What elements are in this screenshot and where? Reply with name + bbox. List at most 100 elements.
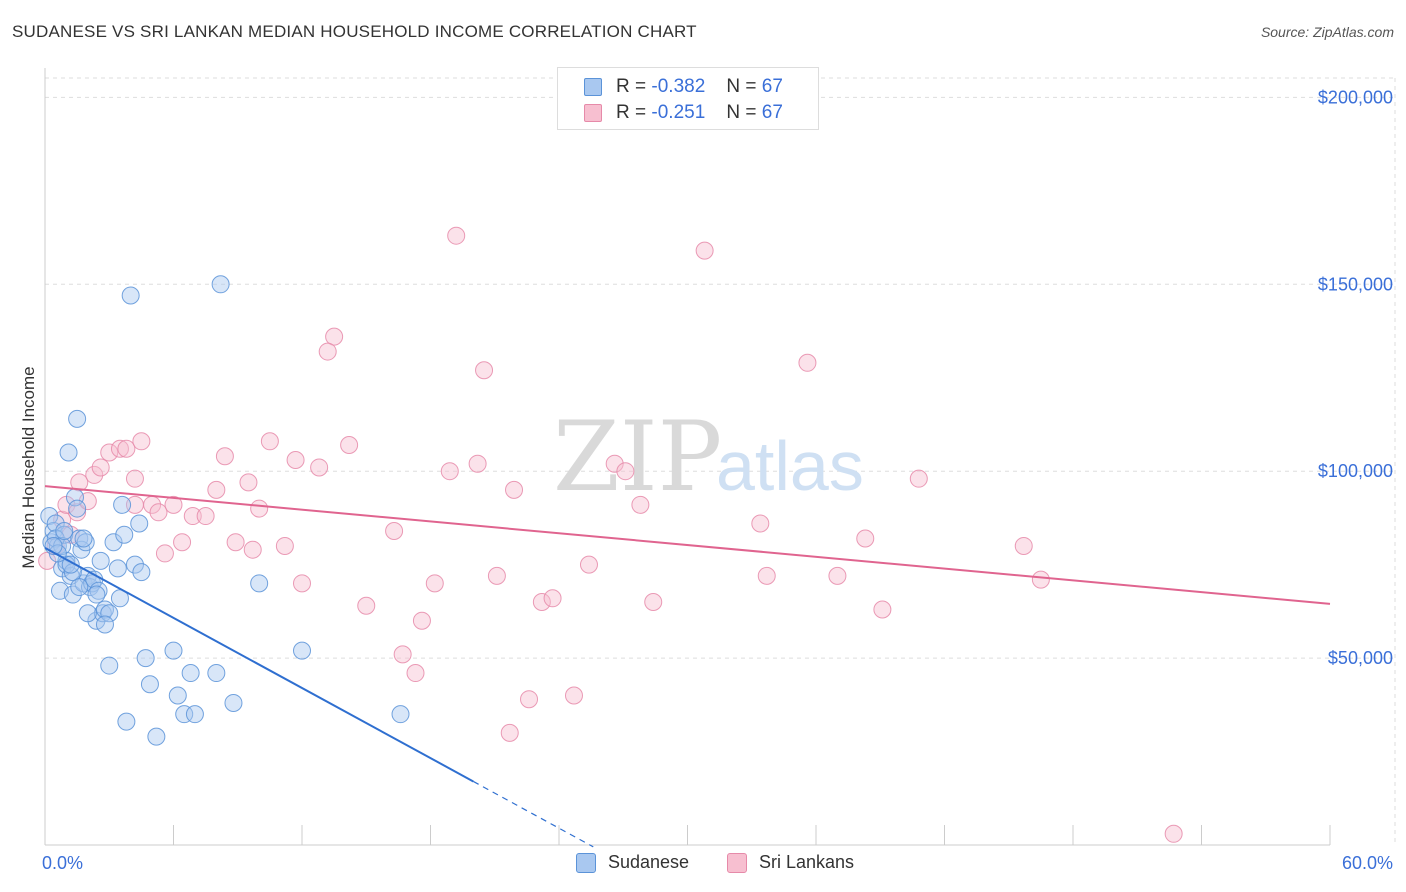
legend-label-srilankans: Sri Lankans: [759, 852, 855, 872]
srilankan-point: [318, 342, 337, 361]
srilankan-point: [543, 589, 562, 608]
srilankan-point: [85, 465, 104, 484]
srilankan-point: [385, 522, 404, 540]
sudanese-point: [293, 641, 311, 660]
source-label: Source: ZipAtlas.com: [1260, 24, 1394, 40]
srilankan-point: [68, 503, 87, 522]
sudanese-point: [115, 525, 134, 544]
sudanese-point: [211, 275, 230, 294]
srilankan-point: [695, 241, 714, 260]
srilankan-point: [500, 723, 519, 742]
sudanese-point: [87, 585, 106, 604]
axes: Median Household Income: [19, 68, 1331, 846]
srilankan-point: [286, 450, 305, 469]
sudanese-point: [117, 712, 136, 731]
srilankan-point: [164, 495, 183, 514]
y-tick-label: $100,000: [1318, 461, 1393, 481]
srilankan-point: [149, 503, 168, 522]
sudanese-point: [68, 499, 87, 518]
srilankan-point: [70, 473, 89, 492]
srilankan-point: [468, 454, 487, 473]
srilankan-point: [340, 436, 359, 455]
legend-label-sudanese: Sudanese: [608, 852, 690, 872]
srilankan-point: [564, 686, 583, 705]
srilankan-point: [873, 600, 892, 619]
srilankan-point: [243, 540, 262, 559]
sudanese-point: [391, 705, 410, 724]
srilankan-point: [757, 566, 776, 585]
srilankan-point: [155, 544, 174, 563]
sudanese-point: [121, 286, 140, 305]
watermark-zip: ZIP: [553, 401, 722, 513]
srilankan-point: [798, 353, 817, 372]
srilankan-point: [579, 555, 598, 574]
sudanese-point: [63, 585, 82, 604]
srilankan-point: [616, 462, 635, 481]
srilankan-point: [1164, 824, 1183, 843]
sudanese-point: [125, 555, 144, 574]
srilankan-point: [856, 529, 875, 548]
sudanese-point: [78, 604, 97, 623]
n-label: N =: [726, 102, 757, 123]
sudanese-point: [164, 641, 183, 660]
srilankan-point: [406, 664, 425, 683]
srilankan-point: [173, 533, 192, 552]
srilankan-point: [293, 574, 311, 593]
sudanese-point: [74, 529, 93, 548]
srilankan-point: [310, 458, 329, 477]
srilankan-point: [215, 447, 234, 466]
srilankan-swatch: [584, 104, 602, 122]
sudanese-point: [55, 522, 74, 540]
srilankan-point: [605, 454, 624, 473]
srilankan-swatch: [727, 853, 747, 873]
r-label: R =: [616, 102, 647, 123]
sudanese-trend-extension: [473, 780, 594, 848]
srilankan-point: [357, 596, 376, 615]
y-tick-label: $150,000: [1318, 274, 1393, 294]
srilankan-point: [239, 473, 258, 492]
r-label: R =: [616, 76, 647, 97]
srilankan-point: [447, 226, 466, 245]
srilankan-point: [183, 507, 202, 526]
sudanese-swatch: [576, 853, 596, 873]
sudanese-point: [147, 727, 166, 746]
sudanese-trend-line: [44, 546, 474, 783]
srilankan-point: [828, 566, 847, 585]
srilankan-point: [117, 439, 136, 458]
srilankan-point: [196, 507, 215, 526]
srilankan-point: [226, 533, 245, 552]
chart-title: SUDANESE VS SRI LANKAN MEDIAN HOUSEHOLD …: [12, 22, 697, 41]
srilankan-point: [505, 480, 524, 499]
srilankan-point: [132, 432, 151, 451]
sudanese-point: [100, 604, 119, 623]
tick-labels: $50,000 $100,000 $150,000 $200,000 0.0% 60.0%: [42, 87, 1393, 873]
srilankan-point: [275, 536, 294, 555]
srilankan-point: [1014, 536, 1033, 555]
srilankan-point: [631, 495, 650, 514]
sudanese-point: [224, 693, 243, 712]
watermark-atlas: atlas: [716, 427, 864, 505]
sudanese-point: [140, 675, 159, 694]
y-axis-label: Median Household Income: [19, 366, 38, 568]
srilankan-point: [532, 593, 551, 612]
srilankan-points: [38, 226, 1183, 843]
srilankan-point: [475, 361, 494, 380]
sudanese-point: [168, 686, 187, 705]
srilankan-point: [909, 469, 928, 488]
srilankan-point: [260, 432, 279, 451]
n-value: 67: [761, 76, 783, 97]
correlation-legend: R = -0.382 N = 67 R = -0.251 N = 67: [557, 67, 819, 130]
sudanese-point: [136, 649, 155, 668]
sudanese-point: [130, 514, 149, 533]
srilankan-point: [487, 566, 506, 585]
srilankan-point: [412, 611, 431, 630]
srilankan-point: [325, 327, 344, 346]
srilankan-point: [393, 645, 412, 664]
sudanese-point: [70, 578, 89, 597]
srilankan-point: [520, 690, 539, 709]
n-label: N =: [726, 76, 757, 97]
sudanese-point: [68, 409, 87, 428]
srilankan-point: [425, 574, 444, 593]
sudanese-point: [175, 705, 194, 724]
